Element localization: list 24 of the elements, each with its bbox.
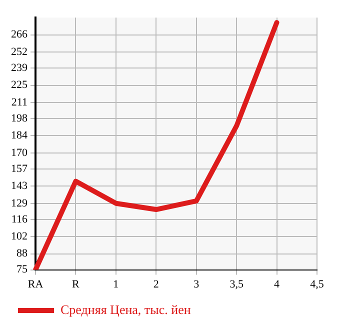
x-tick-label: R (72, 278, 80, 290)
y-tick-label: 129 (11, 197, 28, 210)
y-tick-label: 225 (11, 79, 28, 92)
y-tick-label: 211 (11, 96, 28, 108)
y-tick-label: 75 (16, 264, 28, 276)
legend-label: Средняя Цена, тыс. йен (60, 302, 191, 317)
y-tick-label: 266 (11, 28, 28, 41)
y-tick-label: 116 (11, 213, 28, 226)
x-tick-label: 4 (274, 278, 280, 290)
y-tick-label: 143 (11, 180, 28, 192)
x-tick-label: 1 (113, 278, 119, 290)
y-tick-label: 198 (11, 112, 28, 124)
y-tick-label: 157 (11, 162, 28, 175)
x-tick-label: RA (28, 278, 44, 290)
x-tick-label: 3,5 (230, 278, 244, 290)
y-tick-label: 170 (11, 146, 28, 159)
x-tick-label: 3 (194, 278, 200, 290)
y-tick-label: 239 (11, 62, 28, 74)
y-tick-label: 184 (11, 130, 28, 142)
y-tick-label: 88 (16, 248, 28, 260)
y-tick-label: 252 (11, 46, 28, 58)
y-tick-label: 102 (11, 230, 28, 242)
x-tick-label: 4,5 (310, 278, 324, 290)
x-tick-label: 2 (153, 278, 159, 290)
